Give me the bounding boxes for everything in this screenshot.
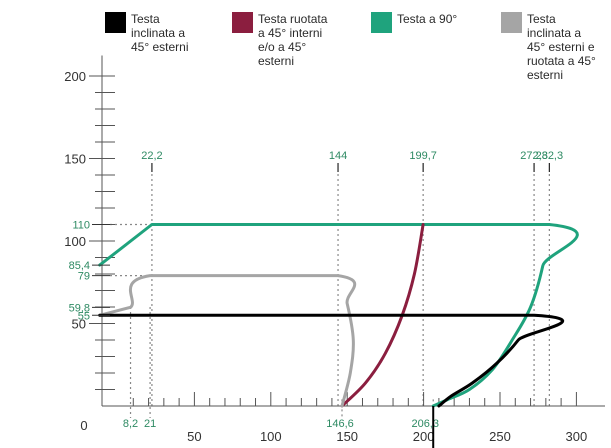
x-marker-label: 146,6 [326, 418, 354, 430]
x-tick-label: 150 [336, 429, 358, 444]
x-marker-label: 199,7 [409, 150, 437, 162]
y-marker-label: 85,4 [69, 260, 90, 272]
x-tick-label: 200 [413, 429, 435, 444]
x-marker-label: 22,2 [141, 150, 162, 162]
legend-label-gray: Testa inclinata a 45° esterni e ruotata … [527, 12, 596, 82]
legend-label-green: Testa a 90° [397, 12, 458, 26]
origin-label: 0 [80, 418, 87, 433]
y-marker-label: 59,8 [69, 302, 90, 314]
legend-label-black: Testa inclinata a 45° esterni [131, 12, 189, 54]
legend-item-black: Testa inclinata a 45° esterni [105, 12, 189, 54]
y-tick-label: 100 [64, 234, 86, 249]
x-marker-label: 282,3 [536, 150, 564, 162]
x-marker-label: 8,2 [123, 418, 138, 430]
x-tick-label: 50 [187, 429, 201, 444]
legend-swatch-red [232, 12, 253, 33]
legend-swatch-gray [501, 12, 522, 33]
series-black-line [98, 313, 565, 408]
y-tick-label: 50 [72, 317, 86, 332]
series-red-line [340, 223, 425, 408]
legend-swatch-black [105, 12, 126, 33]
x-marker-label: 21 [144, 418, 156, 430]
series-gray-line [98, 274, 357, 408]
x-marker-label: 206,3 [411, 418, 439, 430]
y-tick-label: 150 [64, 152, 86, 167]
x-tick-label: 250 [489, 429, 511, 444]
x-marker-label: 272,3 [520, 150, 548, 162]
y-marker-label: 55 [78, 310, 90, 322]
legend-item-gray: Testa inclinata a 45° esterni e ruotata … [501, 12, 596, 82]
legend-item-green: Testa a 90° [371, 12, 457, 33]
y-marker-label: 110 [72, 220, 90, 232]
x-tick-label: 100 [260, 429, 282, 444]
legend-swatch-green [371, 12, 392, 33]
legend-item-red: Testa ruotata a 45° interni e/o a 45° es… [232, 12, 327, 68]
series-green-line [98, 223, 579, 408]
x-marker-label: 144 [329, 150, 347, 162]
y-marker-label: 79 [78, 271, 90, 283]
x-tick-label: 300 [566, 429, 588, 444]
y-tick-label: 200 [64, 69, 86, 84]
legend-label-red: Testa ruotata a 45° interni e/o a 45° es… [258, 12, 328, 68]
